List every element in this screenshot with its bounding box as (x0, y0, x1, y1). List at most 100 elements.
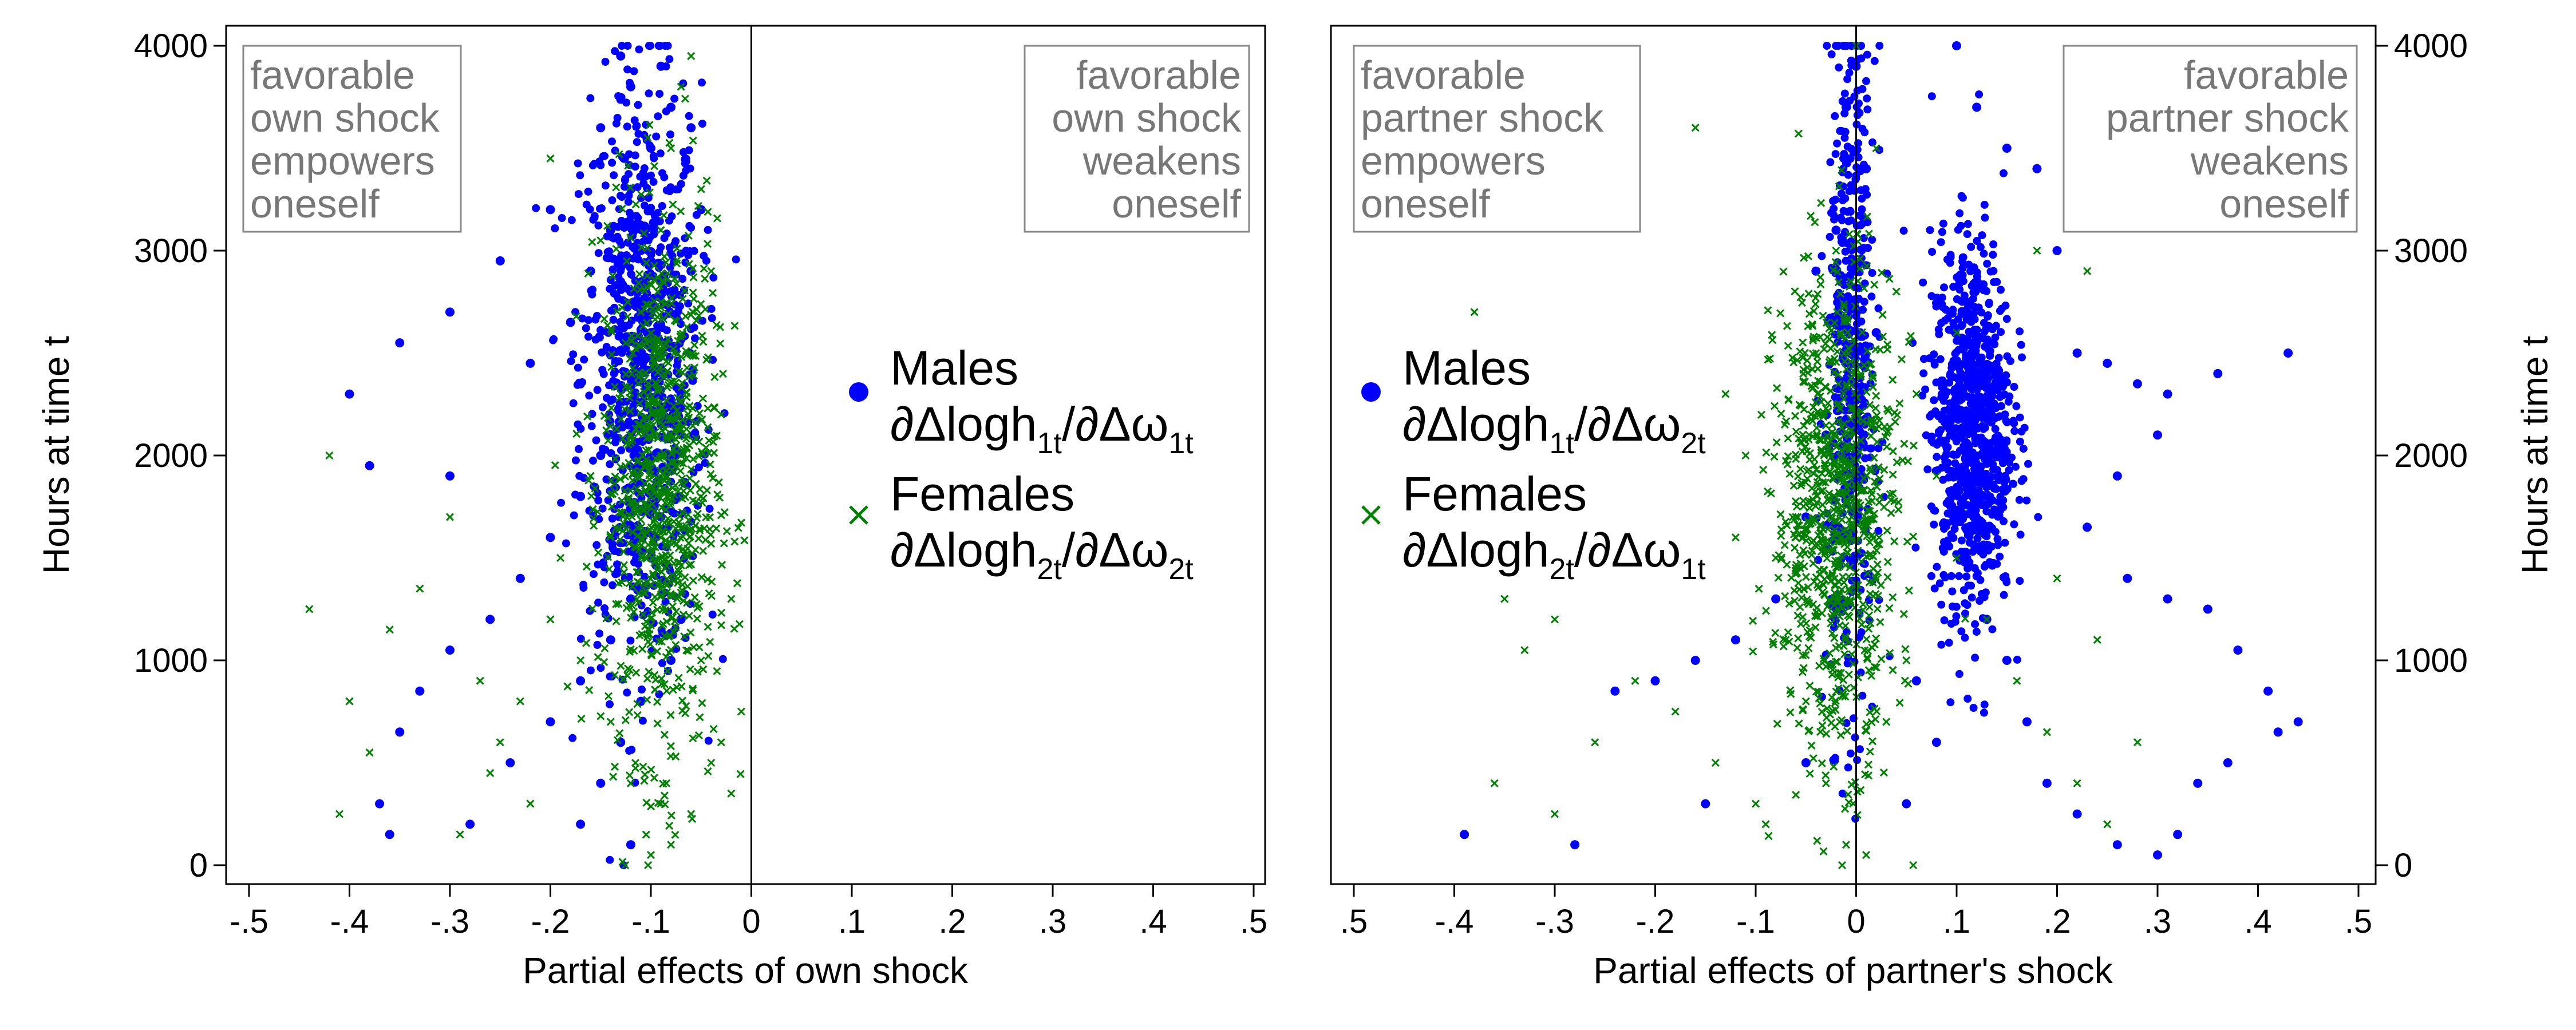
data-point-males (629, 402, 638, 410)
data-point-females (1832, 246, 1840, 255)
data-point-males (1939, 383, 1948, 391)
data-point-females (1887, 509, 1895, 517)
data-point-males (625, 150, 633, 159)
data-point-males (1965, 473, 1973, 481)
y-tick-label: 0 (2394, 847, 2412, 884)
data-point-males (1941, 316, 1949, 325)
data-point-males (1831, 225, 1841, 235)
data-point-females (1809, 559, 1818, 568)
data-point-males (574, 159, 582, 168)
data-point-females (674, 336, 682, 345)
data-point-males (2001, 301, 2010, 310)
data-point-females (1631, 676, 1639, 685)
data-point-males (1981, 213, 1989, 222)
data-point-males (1814, 556, 1823, 564)
data-point-males (1971, 653, 1980, 662)
data-point-males (593, 641, 602, 649)
data-point-females (662, 687, 671, 695)
data-point-females (1783, 560, 1791, 569)
data-point-males (2153, 850, 2162, 860)
data-point-males (1975, 359, 1984, 367)
data-point-females (590, 514, 598, 523)
data-point-males (1833, 139, 1842, 148)
x-tick-label: .1 (1943, 903, 1970, 940)
data-point-females (665, 138, 674, 147)
data-point-females (644, 379, 653, 387)
data-point-males (633, 521, 642, 529)
data-point-females (1901, 645, 1910, 653)
data-point-females (1796, 465, 1805, 473)
data-point-males (626, 264, 634, 272)
data-point-males (1982, 532, 1991, 541)
data-point-females (662, 431, 670, 440)
data-point-males (614, 566, 622, 575)
data-point-males (2018, 353, 2026, 362)
data-point-females (1873, 604, 1882, 613)
data-point-males (631, 151, 639, 160)
y-tick-label: 2000 (134, 437, 208, 474)
data-point-males (1969, 704, 1978, 712)
data-point-females (677, 207, 685, 216)
data-point-females (1500, 595, 1509, 603)
data-point-females (626, 431, 634, 439)
data-point-males (2103, 358, 2112, 368)
data-point-females (585, 686, 594, 694)
data-point-males (1943, 255, 1951, 264)
data-point-females (1893, 410, 1902, 419)
data-point-males (589, 457, 597, 465)
data-point-females (638, 506, 647, 514)
data-point-males (576, 819, 586, 829)
data-point-males (1928, 248, 1937, 256)
data-point-males (1970, 326, 1978, 334)
data-point-males (1874, 304, 1883, 312)
x-tick-label: .4 (1139, 903, 1167, 940)
annotation-line: oneself (250, 181, 380, 226)
data-point-males (1950, 373, 1958, 382)
data-point-females (643, 674, 651, 683)
data-point-females (1791, 497, 1800, 506)
data-point-males (1993, 278, 2001, 286)
data-point-females (1843, 727, 1851, 735)
data-point-males (1839, 207, 1848, 215)
data-point-females (1809, 754, 1818, 763)
data-point-females (1804, 290, 1813, 298)
data-point-males (1940, 616, 1949, 624)
data-point-males (576, 492, 586, 501)
data-point-males (2083, 522, 2092, 532)
data-point-males (613, 232, 622, 241)
data-point-males (1951, 617, 1959, 626)
data-point-males (1978, 442, 1986, 450)
data-point-females (689, 496, 697, 505)
data-point-males (1931, 738, 1941, 747)
data-point-females (669, 686, 677, 694)
data-point-females (706, 637, 714, 646)
data-point-males (1960, 340, 1969, 348)
data-point-males (665, 55, 674, 64)
data-point-males (589, 215, 598, 224)
data-point-males (1862, 77, 1870, 85)
data-point-males (1970, 465, 1978, 473)
data-point-males (585, 391, 594, 400)
data-point-females (635, 489, 644, 498)
data-point-males (1860, 128, 1869, 137)
data-point-females (735, 620, 744, 628)
data-point-males (590, 570, 598, 579)
data-point-males (625, 417, 633, 426)
data-point-females (1868, 737, 1877, 746)
data-point-males (1939, 571, 1948, 579)
data-point-males (1940, 283, 1948, 292)
data-point-females (1805, 504, 1814, 512)
data-point-females (1793, 472, 1803, 481)
data-point-males (1840, 89, 1849, 98)
data-point-males (582, 324, 590, 332)
data-point-males (1875, 42, 1884, 50)
data-point-males (612, 291, 621, 299)
data-point-males (549, 336, 558, 344)
data-point-males (639, 294, 648, 303)
data-point-males (638, 399, 646, 407)
data-point-females (676, 466, 685, 476)
data-point-males (636, 172, 645, 181)
data-point-females (1591, 738, 1599, 747)
data-point-females (345, 697, 354, 706)
data-point-males (1938, 228, 1946, 236)
